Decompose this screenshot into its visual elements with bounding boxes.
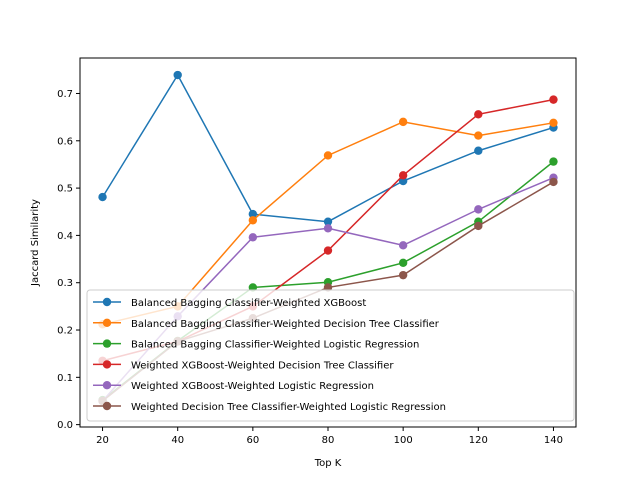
- data-point: [323, 151, 333, 160]
- legend-marker: [102, 360, 112, 369]
- y-tick-label: 0.5: [57, 184, 73, 195]
- legend-marker: [102, 318, 112, 327]
- data-point: [398, 171, 408, 180]
- legend-item: Weighted XGBoost-Weighted Decision Tree …: [93, 360, 394, 371]
- y-tick-label: 0.6: [57, 136, 73, 147]
- x-tick-label: 100: [394, 435, 413, 446]
- x-tick-label: 120: [469, 435, 488, 446]
- y-tick-label: 0.0: [57, 420, 73, 431]
- data-point: [474, 110, 483, 119]
- data-point: [173, 70, 182, 80]
- legend-label: Balanced Bagging Classifier-Weighted Dec…: [131, 319, 440, 330]
- legend-marker: [102, 401, 112, 411]
- x-tick-label: 20: [96, 435, 109, 446]
- legend-label: Weighted XGBoost-Weighted Decision Tree …: [131, 360, 394, 371]
- x-axis-ticks: 20 40 60 80 100 120 140: [96, 427, 563, 446]
- data-point: [98, 192, 107, 202]
- legend-label: Balanced Bagging Classifier-Weighted Log…: [131, 340, 419, 351]
- data-point: [474, 131, 483, 140]
- y-tick-label: 0.1: [57, 373, 73, 384]
- legend-item: Balanced Bagging Classifier-Weighted XGB…: [93, 297, 366, 309]
- legend-marker: [102, 381, 112, 390]
- data-point: [549, 177, 558, 187]
- legend-marker: [102, 339, 112, 348]
- y-tick-label: 0.7: [57, 89, 73, 100]
- y-tick-label: 0.4: [57, 231, 73, 242]
- x-tick-label: 80: [322, 435, 335, 446]
- legend-item: Weighted XGBoost-Weighted Logistic Regre…: [93, 381, 374, 392]
- y-tick-label: 0.3: [57, 278, 73, 289]
- x-axis-label: Top K: [314, 458, 342, 469]
- data-point: [549, 157, 558, 166]
- y-axis-label: Jaccard Similarity: [30, 199, 41, 287]
- data-point: [398, 270, 408, 280]
- legend-label: Weighted XGBoost-Weighted Logistic Regre…: [131, 381, 374, 392]
- data-point: [248, 233, 258, 242]
- data-point: [248, 216, 258, 225]
- data-point: [549, 95, 558, 104]
- data-point: [474, 205, 483, 214]
- legend-item: Balanced Bagging Classifier-Weighted Log…: [93, 339, 419, 351]
- y-tick-label: 0.2: [57, 326, 73, 337]
- data-point: [549, 118, 558, 128]
- data-point: [323, 224, 333, 233]
- x-tick-label: 60: [246, 435, 259, 446]
- legend-label: Weighted Decision Tree Classifier-Weight…: [131, 402, 446, 413]
- data-point: [398, 241, 408, 250]
- legend-item: Balanced Bagging Classifier-Weighted Dec…: [93, 318, 440, 330]
- x-tick-label: 140: [544, 435, 563, 446]
- legend: Balanced Bagging Classifier-Weighted XGB…: [86, 289, 575, 422]
- legend-marker: [102, 297, 112, 307]
- y-axis-ticks: 0.0 0.1 0.2 0.3 0.4 0.5 0.6 0.7: [57, 89, 80, 431]
- data-point: [248, 209, 258, 219]
- data-point: [474, 221, 483, 231]
- legend-item: Weighted Decision Tree Classifier-Weight…: [93, 401, 446, 413]
- data-point: [398, 258, 408, 268]
- data-point: [323, 217, 333, 226]
- data-point: [474, 146, 483, 155]
- legend-box: [86, 289, 575, 422]
- legend-label: Balanced Bagging Classifier-Weighted XGB…: [131, 298, 366, 309]
- data-point: [398, 117, 408, 127]
- x-tick-label: 40: [171, 435, 184, 446]
- data-point: [323, 246, 333, 255]
